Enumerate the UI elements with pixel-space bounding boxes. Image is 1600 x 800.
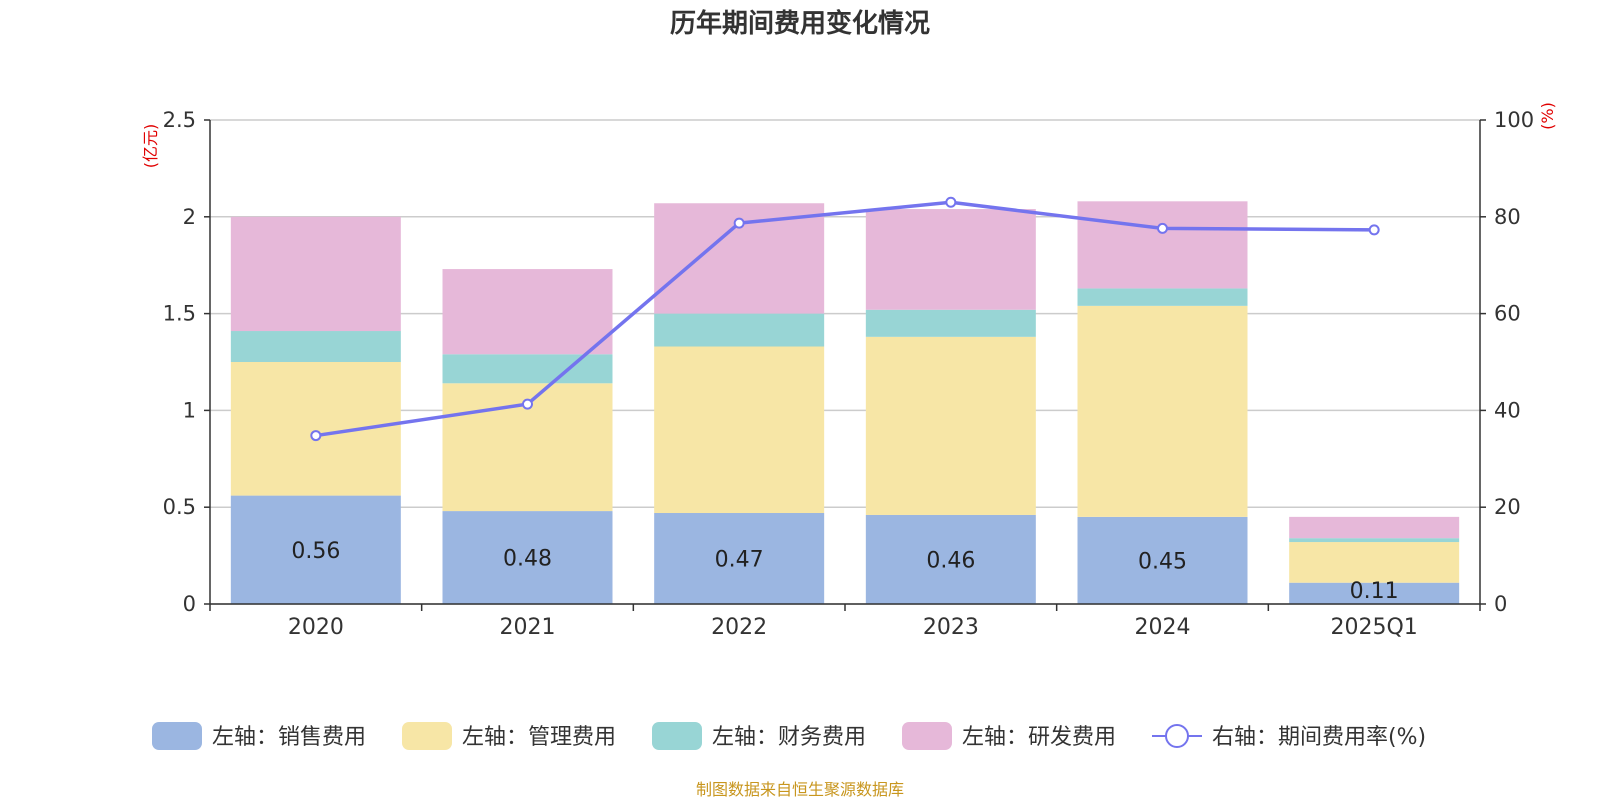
bar-segment[interactable] (1289, 582, 1460, 604)
legend-label: 左轴：财务费用 (712, 725, 866, 750)
data-label: 0.46 (926, 548, 975, 573)
x-tick-label: 2021 (500, 615, 556, 640)
right-tick-label: 80 (1494, 205, 1521, 229)
right-tick-label: 20 (1494, 495, 1521, 519)
bar-segment[interactable] (1289, 538, 1460, 543)
legend-swatch-icon (652, 722, 702, 750)
right-tick-label: 100 (1494, 108, 1534, 132)
rate-point[interactable] (733, 217, 745, 229)
bar-segment[interactable] (865, 336, 1036, 515)
data-label: 0.48 (503, 547, 552, 572)
legend-item[interactable]: 左轴：销售费用 (152, 722, 366, 750)
data-labels: 0.56 0.48 0.47 0.46 0.45 0.11 (291, 539, 1398, 604)
bar-segment[interactable] (442, 269, 613, 355)
left-tick-label: 1 (183, 398, 196, 422)
legend-item[interactable]: 左轴：管理费用 (402, 722, 616, 750)
bar-segment[interactable] (230, 495, 401, 604)
bar-segment[interactable] (230, 216, 401, 332)
bar-segment[interactable] (865, 209, 1036, 310)
bar-segment[interactable] (865, 309, 1036, 337)
bars (230, 201, 1460, 604)
legend-swatch-icon (902, 722, 952, 750)
data-label: 0.47 (715, 548, 764, 573)
legend-item[interactable]: 左轴：财务费用 (652, 722, 866, 750)
x-tick-label: 2023 (923, 615, 979, 640)
legend-label: 左轴：研发费用 (962, 725, 1116, 750)
bar-segment[interactable] (1077, 516, 1248, 604)
bar-segment[interactable] (654, 513, 825, 604)
rate-point[interactable] (945, 196, 957, 208)
legend-swatch-icon (152, 722, 202, 750)
rate-line-path (315, 200, 1375, 438)
data-label: 0.56 (291, 539, 340, 564)
bar-segment[interactable] (1077, 201, 1248, 289)
chart-title: 历年期间费用变化情况 (670, 8, 930, 39)
x-tick-label: 2020 (288, 615, 344, 640)
rate-point[interactable] (1368, 224, 1380, 236)
right-tick-label: 60 (1494, 302, 1521, 326)
bar-segment[interactable] (1289, 542, 1460, 583)
x-tick-label: 2022 (711, 615, 767, 640)
rate-point[interactable] (1157, 222, 1168, 234)
bar-segment[interactable] (1077, 305, 1248, 517)
bar-segment[interactable] (1077, 288, 1248, 306)
source-note: 制图数据来自恒生聚源数据库 (696, 780, 904, 799)
rate-point[interactable] (522, 398, 533, 410)
rate-line (310, 196, 1380, 442)
axes: 0 0.5 1 1.5 2 2.5 0 20 40 60 80 100 2020 2021 2022 2023… (163, 108, 1535, 640)
legend[interactable]: 左轴：销售费用 左轴：管理费用 左轴：财务费用 左轴：研发费用 右轴：期间费用率(%) (152, 722, 1426, 750)
left-tick-label: 2 (183, 205, 196, 229)
right-axis-unit: (%) (1538, 102, 1557, 130)
left-tick-label: 1.5 (163, 302, 196, 326)
rate-point[interactable] (310, 430, 322, 442)
legend-item[interactable]: 右轴：期间费用率(%) (1152, 724, 1426, 750)
bar-segment[interactable] (1289, 516, 1460, 539)
bar-segment[interactable] (865, 514, 1036, 604)
legend-label: 左轴：销售费用 (212, 725, 366, 750)
legend-swatch-icon (402, 722, 452, 750)
data-label: 0.11 (1350, 579, 1399, 604)
right-tick-label: 40 (1494, 398, 1521, 422)
data-label: 0.45 (1138, 549, 1187, 574)
legend-item[interactable]: 左轴：研发费用 (902, 722, 1116, 750)
left-axis-unit: (亿元) (141, 124, 160, 169)
left-tick-label: 0.5 (163, 495, 196, 519)
bar-segment[interactable] (442, 511, 613, 604)
left-tick-label: 0 (183, 592, 196, 616)
legend-label: 左轴：管理费用 (462, 725, 616, 750)
bar-segment[interactable] (654, 313, 825, 347)
bar-segment[interactable] (230, 362, 401, 496)
legend-circle-icon (1165, 724, 1189, 748)
bar-segment[interactable] (230, 331, 401, 362)
bar-segment[interactable] (442, 354, 613, 384)
left-tick-label: 2.5 (163, 108, 196, 132)
x-tick-label: 2025Q1 (1331, 615, 1418, 640)
bar-segment[interactable] (654, 346, 825, 514)
x-tick-label: 2024 (1135, 615, 1191, 640)
right-tick-label: 0 (1494, 592, 1507, 616)
legend-label: 右轴：期间费用率(%) (1212, 725, 1426, 750)
